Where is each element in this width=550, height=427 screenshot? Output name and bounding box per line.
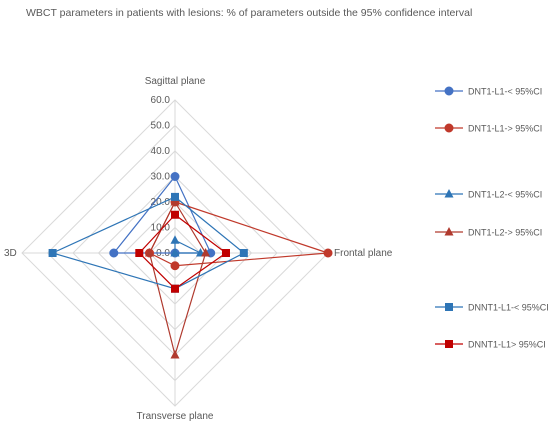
series-1 bbox=[109, 172, 216, 258]
axis-label: Frontal plane bbox=[334, 248, 393, 259]
data-point bbox=[445, 303, 453, 311]
data-point bbox=[444, 227, 454, 236]
data-point bbox=[170, 261, 180, 271]
data-point bbox=[145, 248, 154, 257]
legend-item: DNT1-L1-< 95%CI bbox=[435, 86, 542, 97]
series-6 bbox=[135, 210, 230, 293]
series-line bbox=[174, 239, 201, 254]
data-point bbox=[444, 189, 454, 198]
data-point bbox=[444, 123, 454, 133]
radar-grid bbox=[21, 99, 329, 407]
legend-item: DNNT1-L1-< 95%CI bbox=[435, 303, 549, 313]
data-point bbox=[170, 172, 180, 181]
tick-label: 30.0 bbox=[151, 172, 171, 183]
data-point bbox=[222, 249, 230, 257]
tick-label: 20.0 bbox=[151, 197, 171, 208]
data-point bbox=[171, 210, 179, 219]
series-4 bbox=[145, 197, 211, 359]
data-point bbox=[445, 340, 453, 348]
tick-label: 60.0 bbox=[151, 95, 171, 106]
data-point bbox=[239, 249, 248, 257]
legend-label: DNT1-L1-> 95%CI bbox=[468, 124, 542, 134]
data-point bbox=[171, 284, 179, 293]
axis-label: Sagittal plane bbox=[145, 76, 206, 87]
data-point bbox=[444, 86, 454, 96]
series-3 bbox=[170, 235, 205, 257]
data-point bbox=[170, 350, 180, 359]
legend-label: DNT1-L2-> 95%CI bbox=[468, 228, 542, 238]
data-point bbox=[170, 197, 180, 206]
chart-title: WBCT parameters in patients with lesions… bbox=[26, 7, 472, 19]
legend-label: DNT1-L2-< 95%CI bbox=[468, 190, 542, 200]
series-2 bbox=[145, 197, 333, 271]
tick-label: 40.0 bbox=[151, 146, 171, 157]
data-point bbox=[109, 248, 119, 258]
legend-item: DNT1-L1-> 95%CI bbox=[435, 123, 542, 134]
data-point bbox=[170, 235, 180, 244]
data-point bbox=[135, 249, 144, 257]
legend-label: DNNT1-L1> 95%CI bbox=[468, 340, 546, 350]
data-point bbox=[48, 249, 57, 257]
data-point bbox=[170, 248, 180, 257]
legend-label: DNNT1-L1-< 95%CI bbox=[468, 303, 549, 313]
data-point bbox=[201, 248, 211, 257]
tick-label: 10.0 bbox=[151, 223, 171, 234]
data-point bbox=[171, 192, 179, 201]
tick-label: 50.0 bbox=[151, 121, 171, 132]
legend-item: DNT1-L2-> 95%CI bbox=[435, 227, 542, 238]
legend-item: DNT1-L2-< 95%CI bbox=[435, 189, 542, 200]
legend-label: DNT1-L1-< 95%CI bbox=[468, 87, 542, 97]
legend-item: DNNT1-L1> 95%CI bbox=[435, 340, 546, 350]
data-point bbox=[323, 248, 333, 258]
axis-label: Transverse plane bbox=[137, 411, 214, 422]
axis-label: 3D bbox=[4, 248, 17, 259]
